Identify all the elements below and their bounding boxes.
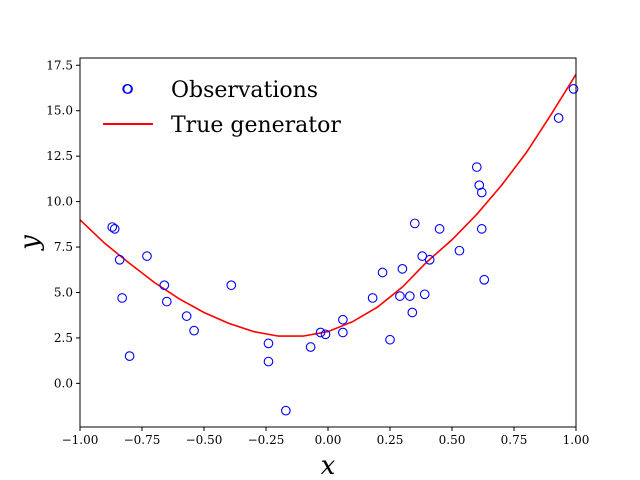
true-generator-line-layer (79, 73, 577, 337)
observation-point (424, 254, 435, 265)
observation-point (263, 356, 274, 367)
observation-point (476, 187, 487, 198)
y-tick-label: 10.0 (46, 195, 73, 209)
observation-point (109, 224, 120, 234)
observation-point (142, 251, 152, 261)
y-tick-label: 15.0 (46, 104, 73, 118)
x-tick-label: 0.75 (501, 433, 528, 447)
observation-point (395, 291, 405, 301)
x-tick-label: 0.00 (315, 433, 342, 447)
observation-point (305, 342, 316, 352)
observation-point (474, 180, 485, 191)
y-axis-label: y (15, 235, 45, 251)
observation-point (471, 162, 482, 172)
x-tick-label: 0.50 (439, 433, 466, 447)
observation-point (377, 267, 388, 278)
observation-point (280, 405, 291, 416)
y-tick-label: 0.0 (54, 376, 73, 390)
y-tick-label: 17.5 (46, 58, 73, 72)
legend-observations-marker (123, 84, 133, 94)
observation-point (568, 84, 579, 94)
legend-observations-label: Observations (171, 78, 318, 103)
y-tick-label: 5.0 (54, 285, 73, 299)
observation-point (367, 293, 378, 303)
observation-point (553, 113, 564, 123)
observation-point (315, 327, 326, 338)
observation-point (161, 296, 172, 307)
x-tick-label: 1.00 (563, 433, 590, 447)
observation-point (385, 334, 395, 345)
x-axis-label: x (321, 451, 336, 480)
observation-point (404, 291, 415, 301)
observation-point (397, 264, 408, 274)
observation-point (226, 280, 237, 291)
x-tick-label: −1.00 (62, 433, 99, 447)
legend-true-generator-label: True generator (171, 113, 341, 138)
true-generator-line (79, 73, 577, 337)
observation-point (338, 314, 348, 325)
x-tick-label: 0.25 (377, 433, 404, 447)
y-tick-label: 12.5 (46, 149, 73, 163)
observation-point (124, 351, 135, 361)
observation-point (434, 224, 445, 234)
x-tick-label: −0.75 (124, 433, 161, 447)
observation-point (338, 327, 348, 338)
observation-point (159, 280, 170, 291)
y-tick-label: 7.5 (54, 240, 73, 254)
x-tick-label: −0.25 (248, 433, 285, 447)
observation-point (181, 311, 192, 321)
y-axis-ticks: 0.0 2.5 5.0 7.5 10.0 12.5 15.0 17.5 (46, 58, 80, 390)
legend: Observations True generator (103, 78, 341, 138)
observation-point (114, 254, 125, 265)
observation-point (320, 329, 331, 340)
y-tick-label: 2.5 (54, 331, 73, 345)
observation-point (117, 293, 128, 303)
observation-point (189, 325, 199, 336)
observation-point (476, 224, 487, 234)
observation-point (407, 307, 418, 318)
observation-point (409, 218, 420, 229)
observation-point (454, 245, 465, 256)
x-tick-label: −0.50 (186, 433, 223, 447)
observation-point (479, 274, 490, 285)
observation-point (263, 338, 274, 349)
observation-point (419, 289, 430, 300)
x-axis-ticks: −1.00 −0.75 −0.50 −0.25 0.00 0.25 0.50 0.75 1.00 (62, 427, 590, 447)
observations-layer (107, 84, 579, 416)
observation-point (107, 222, 118, 232)
